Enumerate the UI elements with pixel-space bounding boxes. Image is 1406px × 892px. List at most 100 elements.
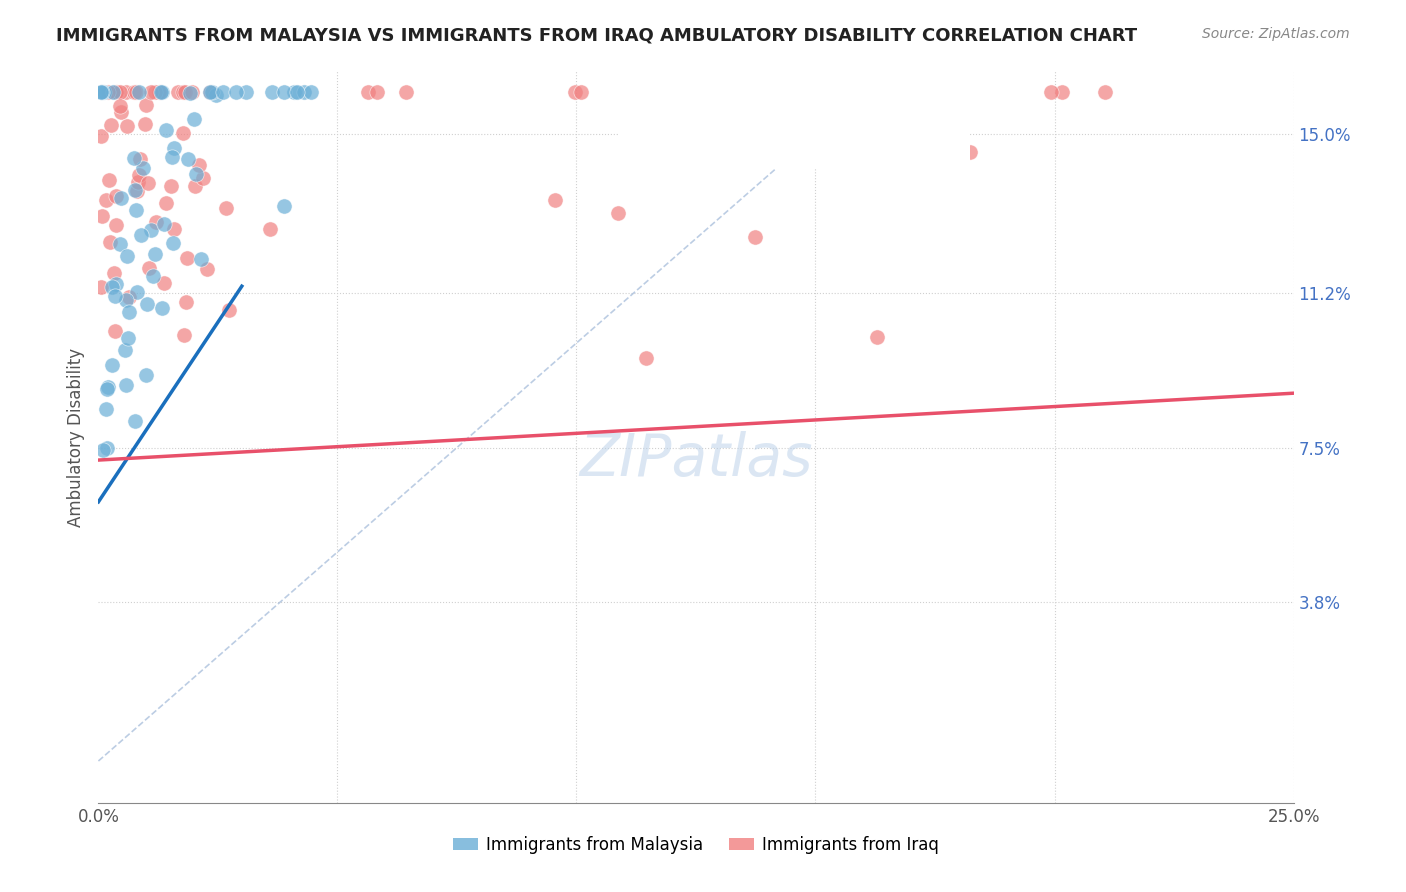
Point xyxy=(128,85,150,99)
Circle shape xyxy=(626,86,668,99)
Circle shape xyxy=(626,133,668,146)
Point xyxy=(96,441,118,455)
Point xyxy=(259,221,281,235)
Point xyxy=(90,85,112,99)
Point xyxy=(115,249,138,263)
Point xyxy=(195,262,218,277)
Point xyxy=(145,215,167,229)
Point xyxy=(839,122,862,136)
Point xyxy=(143,246,166,260)
Point xyxy=(110,105,132,120)
Point xyxy=(91,209,114,223)
Text: 0.219: 0.219 xyxy=(742,130,799,148)
Point xyxy=(184,168,207,182)
Point xyxy=(820,85,842,99)
Point xyxy=(163,222,186,236)
Point xyxy=(180,85,202,99)
Point xyxy=(564,85,586,99)
Point xyxy=(118,305,141,319)
Point xyxy=(901,85,924,99)
Point xyxy=(108,85,131,99)
Point xyxy=(131,161,153,175)
Point xyxy=(356,85,378,99)
Point xyxy=(124,414,146,428)
Point xyxy=(152,277,174,291)
Point xyxy=(273,199,295,213)
Text: ZIPatlas: ZIPatlas xyxy=(579,431,813,488)
Point xyxy=(183,112,205,126)
Point xyxy=(127,185,149,199)
Point xyxy=(101,85,124,99)
Point xyxy=(97,85,120,99)
Point xyxy=(866,330,889,344)
Point xyxy=(163,141,186,155)
Point xyxy=(135,368,157,383)
Point xyxy=(93,85,115,99)
FancyBboxPatch shape xyxy=(612,61,977,171)
Point xyxy=(862,85,884,99)
Point xyxy=(115,377,138,392)
Point xyxy=(283,85,305,99)
Point xyxy=(104,189,127,203)
Point xyxy=(128,168,150,182)
Point xyxy=(114,85,136,99)
Point xyxy=(184,179,207,194)
Point xyxy=(200,85,222,99)
Point xyxy=(897,145,920,160)
Point xyxy=(177,153,200,167)
Point xyxy=(301,85,323,99)
Point xyxy=(124,183,146,197)
Point xyxy=(91,85,114,99)
Point xyxy=(105,277,128,292)
Text: N =: N = xyxy=(830,130,869,148)
Point xyxy=(173,328,195,343)
Point xyxy=(90,85,112,99)
Point xyxy=(90,128,112,143)
Point xyxy=(91,85,114,99)
Point xyxy=(138,260,160,275)
Point xyxy=(110,191,132,205)
Point xyxy=(852,85,875,99)
Point xyxy=(211,85,233,99)
Point xyxy=(101,279,124,293)
Point xyxy=(285,85,308,99)
Point xyxy=(125,85,148,99)
Point xyxy=(1050,85,1073,99)
Point xyxy=(162,235,184,250)
Text: 63: 63 xyxy=(889,84,914,102)
Point xyxy=(134,117,156,131)
Point xyxy=(117,290,139,304)
Point xyxy=(174,294,197,309)
Point xyxy=(125,202,148,217)
Point xyxy=(125,285,148,299)
Point xyxy=(755,102,778,116)
Point xyxy=(115,293,138,308)
Point xyxy=(127,176,149,190)
Text: N =: N = xyxy=(830,84,869,102)
Text: R =: R = xyxy=(682,130,721,148)
Point xyxy=(105,85,128,99)
Point xyxy=(672,85,695,99)
Point xyxy=(117,331,139,345)
Point xyxy=(100,118,122,132)
Text: 0.337: 0.337 xyxy=(742,84,799,102)
Point xyxy=(744,230,766,244)
Point xyxy=(143,85,166,99)
Point xyxy=(734,85,756,99)
Point xyxy=(141,222,163,236)
Point xyxy=(91,443,114,458)
Point xyxy=(179,87,201,101)
Point xyxy=(176,251,198,265)
Point xyxy=(114,343,136,357)
Point xyxy=(807,97,830,112)
Point xyxy=(193,170,215,185)
Point xyxy=(160,150,183,164)
Point xyxy=(150,301,173,315)
Point xyxy=(172,126,194,140)
Point xyxy=(104,324,127,338)
Point xyxy=(395,85,418,99)
Point xyxy=(105,85,128,99)
Legend: Immigrants from Malaysia, Immigrants from Iraq: Immigrants from Malaysia, Immigrants fro… xyxy=(447,829,945,860)
Point xyxy=(122,152,145,166)
Point xyxy=(108,237,131,252)
